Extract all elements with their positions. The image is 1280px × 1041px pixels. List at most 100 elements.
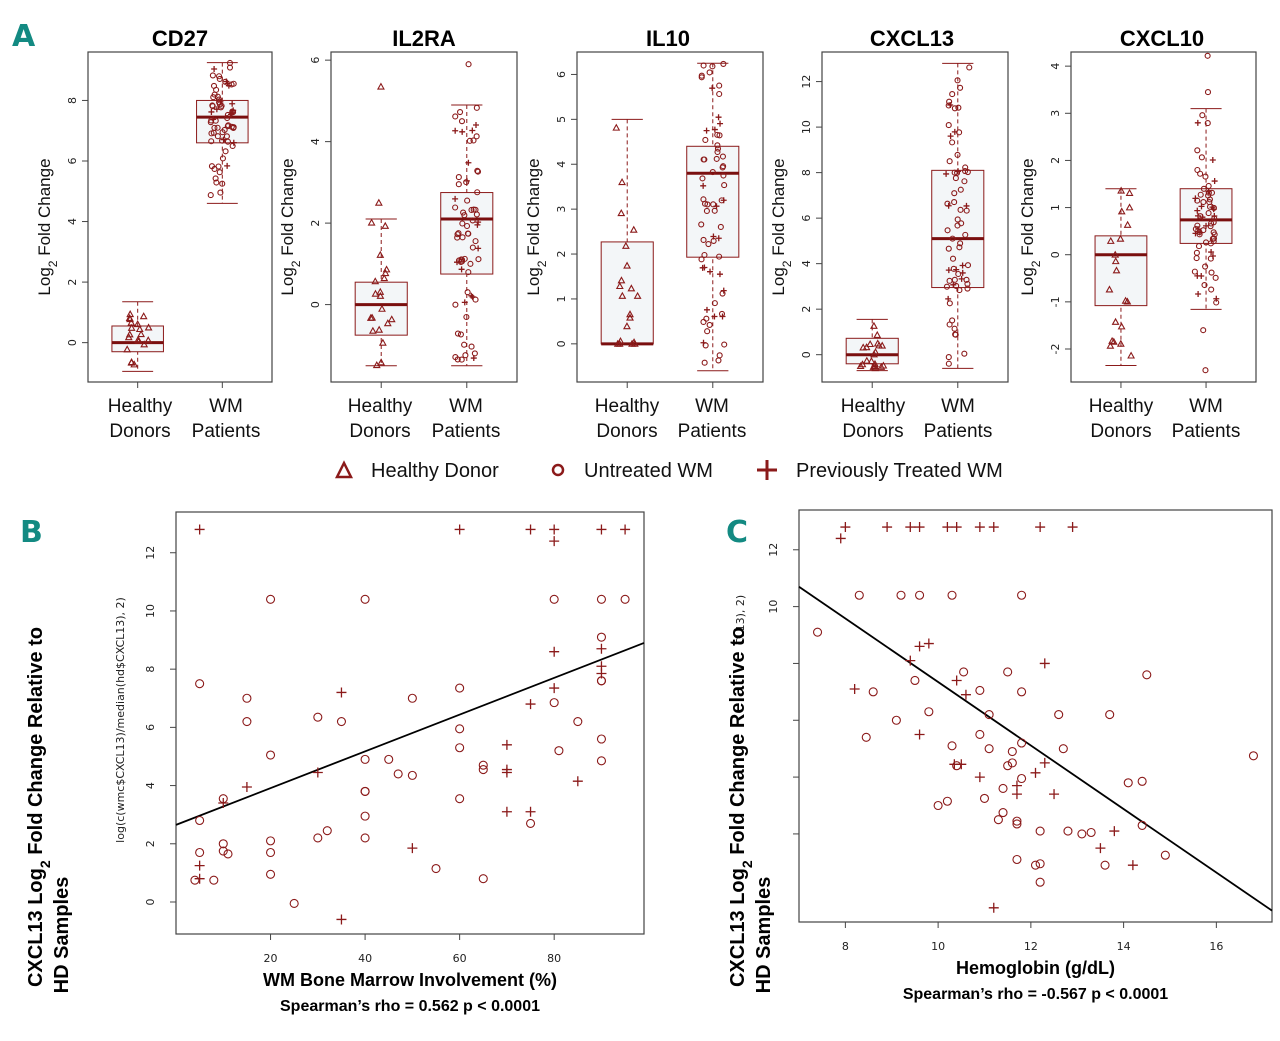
point-plus <box>220 136 227 143</box>
point-circle <box>957 84 964 91</box>
point-plus <box>501 739 512 750</box>
point-plus <box>1011 780 1022 791</box>
point-circle <box>705 240 712 248</box>
point-circle <box>1058 744 1068 754</box>
point-circle <box>1211 215 1218 222</box>
point-triangle <box>617 209 626 217</box>
plot-frame <box>87 51 273 383</box>
point-circle <box>452 204 459 211</box>
point-plus <box>596 668 607 679</box>
y-tick-label: 12 <box>800 75 813 89</box>
point-plus <box>549 524 560 535</box>
point-plus <box>958 275 965 282</box>
point-triangle <box>378 304 386 312</box>
y-tick-label: 5 <box>555 116 568 123</box>
point-circle <box>946 158 953 165</box>
point-circle <box>1086 827 1096 838</box>
point-plus <box>230 139 237 146</box>
point-circle <box>458 258 466 265</box>
point-triangle <box>1112 266 1121 274</box>
scatter-panel-b: 20 40 60 80 0 2 4 6 8 10 12 WM Bone Marrow Involvem… <box>25 511 645 1015</box>
point-triangle <box>368 313 377 321</box>
point-circle <box>384 754 394 764</box>
plot-frame <box>798 509 1273 923</box>
chart-title: CD27 <box>152 26 208 51</box>
y-tick-label: 6 <box>66 157 79 164</box>
point-triangle <box>1116 234 1125 242</box>
point-circle <box>212 175 219 182</box>
point-circle <box>322 826 332 836</box>
point-plus <box>501 806 512 817</box>
point-plus <box>1198 272 1205 279</box>
point-circle <box>218 839 228 849</box>
point-plus <box>465 159 472 166</box>
y-tick-label: 0 <box>555 340 568 347</box>
point-circle <box>949 139 956 146</box>
point-circle <box>460 209 467 216</box>
boxplot-cxcl10: CXCL10 -2 -1 0 1 2 3 4 Log2 Fold Change Healthy Do… <box>1018 26 1257 442</box>
point-circle <box>1194 197 1201 204</box>
point-triangle <box>1111 250 1120 258</box>
point-circle <box>464 289 471 296</box>
point-plus <box>458 266 465 273</box>
y-axis-label: Log2 Fold Change <box>769 158 794 295</box>
point-circle <box>713 155 720 162</box>
point-plus <box>835 533 846 544</box>
point-triangle <box>858 360 867 368</box>
point-circle <box>289 898 299 908</box>
point-circle <box>463 179 470 186</box>
point-circle <box>209 72 216 79</box>
point-plus <box>959 269 966 276</box>
point-circle <box>1160 850 1170 860</box>
point-plus <box>914 641 925 652</box>
point-circle <box>207 192 214 199</box>
point-plus <box>959 262 966 269</box>
y-tick-label: 2 <box>66 279 79 286</box>
point-circle <box>464 197 471 204</box>
point-circle <box>709 63 716 70</box>
point-circle <box>466 137 473 144</box>
point-triangle <box>125 330 134 338</box>
point-circle <box>950 265 957 272</box>
y-tick-label: 0 <box>800 351 813 358</box>
point-plus <box>963 202 970 209</box>
point-circle <box>718 197 725 204</box>
point-plus <box>945 267 952 274</box>
point-plus <box>229 100 236 107</box>
point-plus <box>955 168 962 175</box>
point-plus <box>1211 178 1218 185</box>
panel-letter-b: B <box>20 515 43 550</box>
point-circle <box>620 594 630 604</box>
x-tick-label: 60 <box>453 952 467 965</box>
point-circle <box>455 794 465 804</box>
point-circle <box>223 133 230 140</box>
point-circle <box>706 321 713 328</box>
point-circle <box>975 685 985 695</box>
point-circle <box>213 179 220 186</box>
point-circle <box>1017 590 1027 600</box>
point-circle <box>1210 229 1217 236</box>
point-triangle <box>862 356 871 364</box>
x-category-label: Patients <box>678 421 747 442</box>
point-circle <box>955 104 962 111</box>
point-triangle <box>856 361 865 370</box>
point-circle <box>1017 738 1027 748</box>
point-circle <box>957 186 964 193</box>
point-circle <box>596 594 607 604</box>
point-triangle <box>387 315 396 323</box>
x-tick-label: 40 <box>358 952 372 965</box>
point-plus <box>1205 188 1212 195</box>
point-circle <box>465 269 472 276</box>
point-circle <box>957 240 964 247</box>
point-triangle <box>123 345 132 353</box>
point-triangle <box>627 284 636 292</box>
x-tick-label: 8 <box>842 940 849 953</box>
point-circle <box>458 118 466 125</box>
y-axis-label-line2: HD Samples <box>51 877 73 994</box>
point-circle <box>265 594 276 604</box>
point-triangle <box>374 198 383 206</box>
point-triangle <box>873 339 882 347</box>
point-circle <box>975 729 985 740</box>
point-plus <box>715 114 722 121</box>
